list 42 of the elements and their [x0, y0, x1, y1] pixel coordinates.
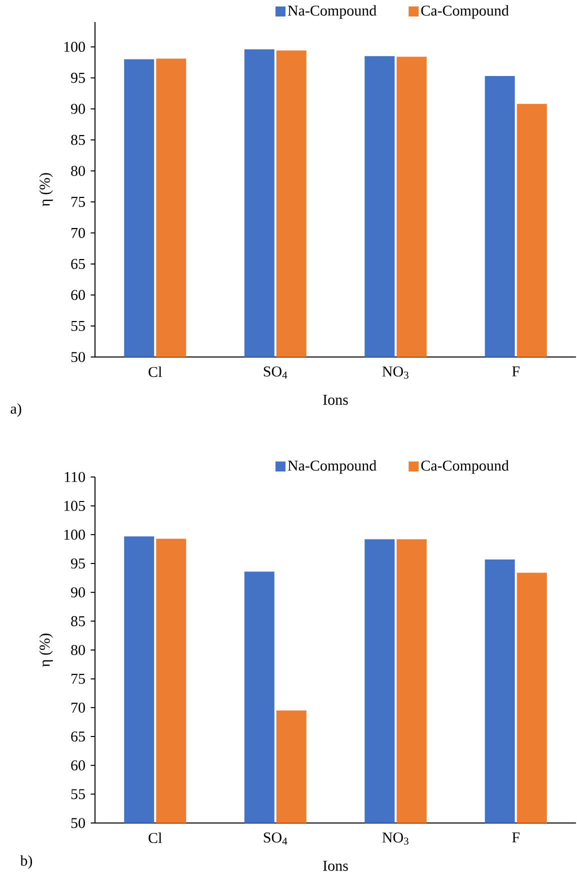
y-axis-title: η (%) [39, 173, 54, 206]
y-tick-label: 80 [71, 166, 86, 176]
y-tick-label: 60 [71, 290, 86, 300]
legend-label: Ca-Compound [421, 5, 510, 19]
y-tick-label: 75 [72, 196, 86, 207]
y-tick-label: 100 [64, 530, 86, 540]
y-tick-label: 85 [71, 616, 86, 626]
legend-label: Ca-Compound [421, 460, 510, 474]
x-tick-label: Cl [148, 366, 162, 378]
y-tick-label: 70 [72, 228, 86, 238]
y-tick-label: 50 [72, 818, 86, 828]
y-tick-label: 90 [71, 587, 86, 598]
y-tick-label: 75 [72, 674, 86, 684]
y-tick-label: 55 [72, 321, 86, 331]
y-tick-label: 90 [71, 104, 86, 114]
text: b) [20, 855, 32, 869]
y-tick-label: 85 [71, 134, 86, 145]
x-tick-label: SO$_{4}$ [264, 832, 288, 845]
y-tick-label: 95 [71, 558, 86, 569]
text: a) [10, 403, 22, 417]
x-tick-label: F [512, 366, 520, 376]
y-tick-label: 65 [71, 258, 86, 269]
x-tick-label: NO$_{3}$ [382, 832, 409, 845]
y-tick-label: 80 [71, 644, 86, 656]
y-axis-title: η (%) [39, 634, 54, 667]
y-tick-label: 110 [65, 472, 86, 482]
x-tick-label: SO$_{4}$ [264, 366, 288, 379]
x-axis-title: Ions [323, 394, 348, 405]
y-tick-label: 100 [64, 42, 86, 52]
y-tick-label: 65 [71, 731, 86, 742]
y-tick-label: 70 [72, 702, 86, 713]
x-tick-label: NO$_{3}$ [382, 366, 409, 379]
y-tick-label: 105 [64, 500, 86, 511]
y-tick-label: 50 [72, 352, 86, 362]
x-axis-title: Ions [323, 860, 348, 871]
x-tick-label: Cl [148, 832, 162, 844]
y-tick-label: 95 [71, 72, 86, 83]
y-tick-label: 55 [72, 789, 86, 800]
legend-label: Na-Compound [288, 5, 377, 19]
y-tick-label: 60 [71, 760, 86, 770]
legend-label: Na-Compound [288, 460, 377, 474]
x-tick-label: F [512, 832, 520, 842]
